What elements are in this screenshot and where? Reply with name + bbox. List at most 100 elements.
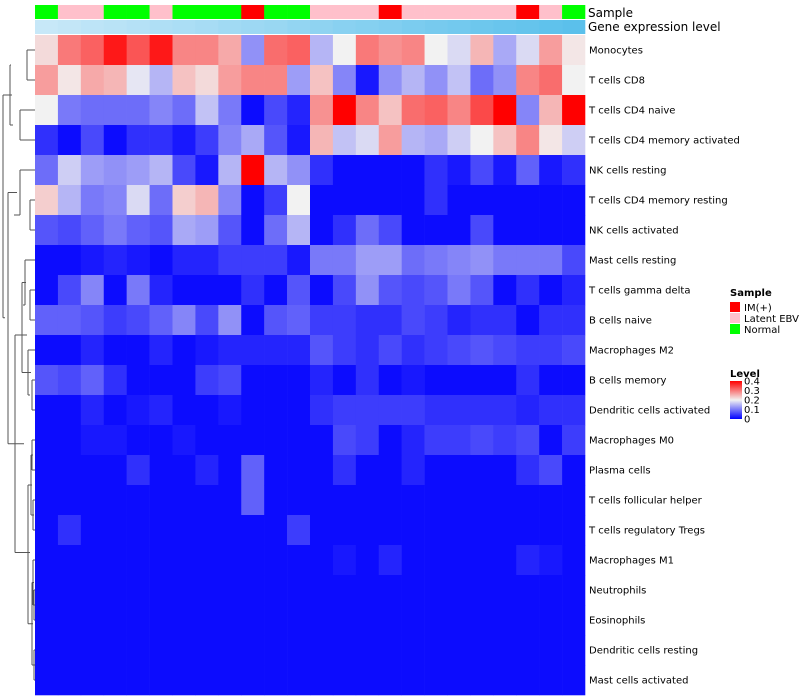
heatmap-cell <box>516 455 540 486</box>
heatmap-cell <box>470 485 494 516</box>
heatmap-cell <box>493 665 517 696</box>
heatmap-cell <box>332 35 357 66</box>
heatmap-cell <box>447 485 471 516</box>
heatmap-cell <box>310 365 334 396</box>
heatmap-cell <box>195 65 219 96</box>
heatmap-cell <box>287 395 311 426</box>
heatmap-cell <box>195 515 219 546</box>
heatmap-cell <box>172 515 196 546</box>
sample-annotation-cell <box>264 5 288 19</box>
heatmap-cell <box>332 665 357 696</box>
heatmap-cell <box>493 365 517 396</box>
heatmap-cell <box>447 455 471 486</box>
heatmap-cell <box>195 185 219 216</box>
heatmap-cell <box>172 665 196 696</box>
heatmap-cell <box>401 455 425 486</box>
heatmap-cell <box>195 425 219 456</box>
heatmap-cell <box>310 515 334 546</box>
sample-annotation-cell <box>287 5 311 19</box>
heatmap-cell <box>424 545 448 576</box>
heatmap-cell <box>310 455 334 486</box>
heatmap-cell <box>539 635 563 666</box>
sample-annotation-cell <box>401 5 425 19</box>
gene-expression-annotation-cell <box>126 20 150 34</box>
row-label: T cells CD4 memory activated <box>588 136 740 147</box>
heatmap-cell <box>355 275 380 306</box>
heatmap-cell <box>241 35 265 66</box>
heatmap-cell <box>539 275 563 306</box>
heatmap-cell <box>470 635 494 666</box>
heatmap-cell <box>80 605 105 636</box>
heatmap-cell <box>310 425 334 456</box>
heatmap-cell <box>401 395 425 426</box>
heatmap-cell <box>126 305 150 336</box>
heatmap-cell <box>310 65 334 96</box>
heatmap-cell <box>424 65 448 96</box>
heatmap-cell <box>332 125 357 156</box>
heatmap-cell <box>470 455 494 486</box>
heatmap-cell <box>355 605 380 636</box>
heatmap-cell <box>57 575 82 606</box>
heatmap-cell <box>103 65 127 96</box>
heatmap-cell <box>378 425 402 456</box>
heatmap-cell <box>562 485 586 516</box>
heatmap-cell <box>562 335 586 366</box>
heatmap-cell <box>424 365 448 396</box>
heatmap-cell <box>241 635 265 666</box>
heatmap-cell <box>103 425 127 456</box>
sample-annotation-cell <box>172 5 196 19</box>
heatmap-cell <box>516 515 540 546</box>
heatmap-cell <box>195 395 219 426</box>
heatmap-cell <box>35 545 59 576</box>
heatmap-cell <box>447 35 471 66</box>
legend-level-tick: 0.2 <box>744 396 760 407</box>
legend-sample-swatch <box>730 302 740 312</box>
heatmap-cell <box>447 395 471 426</box>
heatmap-cell <box>35 65 59 96</box>
heatmap-cell <box>516 35 540 66</box>
heatmap-cell <box>241 125 265 156</box>
heatmap-cell <box>241 95 265 126</box>
heatmap-cell <box>562 515 586 546</box>
sample-annotation-cell <box>447 5 471 19</box>
heatmap-cell <box>218 635 242 666</box>
heatmap-cell <box>35 95 59 126</box>
heatmap-cell <box>424 575 448 606</box>
heatmap-cell <box>218 155 242 186</box>
heatmap-cell <box>241 515 265 546</box>
heatmap-cell <box>310 605 334 636</box>
heatmap-cell <box>378 665 402 696</box>
heatmap-cell <box>195 95 219 126</box>
row-label: T cells CD4 naive <box>588 106 675 117</box>
heatmap-cell <box>378 575 402 606</box>
heatmap-cell <box>264 95 288 126</box>
heatmap-cell <box>172 305 196 336</box>
heatmap-cell <box>241 245 265 276</box>
row-label: NK cells resting <box>589 166 666 177</box>
heatmap-cell <box>332 575 357 606</box>
heatmap-cell <box>287 605 311 636</box>
legend-sample-label: Latent EBV <box>744 314 799 325</box>
heatmap-cell <box>287 155 311 186</box>
heatmap-cell <box>447 275 471 306</box>
heatmap-cell <box>447 305 471 336</box>
sample-annotation-cell <box>195 5 219 19</box>
heatmap-cell <box>378 605 402 636</box>
heatmap-cell <box>57 125 82 156</box>
heatmap-cell <box>516 665 540 696</box>
heatmap-cell <box>35 305 59 336</box>
heatmap-cell <box>80 665 105 696</box>
legend-sample-title: Sample <box>730 288 772 299</box>
heatmap-cell <box>264 455 288 486</box>
heatmap-cell <box>218 335 242 366</box>
heatmap-cell <box>287 485 311 516</box>
heatmap-cell <box>424 215 448 246</box>
heatmap-cell <box>103 305 127 336</box>
heatmap-cell <box>149 605 173 636</box>
heatmap-cell <box>470 245 494 276</box>
heatmap-cell <box>562 365 586 396</box>
heatmap-cell <box>103 365 127 396</box>
heatmap-cell <box>80 575 105 606</box>
heatmap-cell <box>35 125 59 156</box>
heatmap-cell <box>447 335 471 366</box>
